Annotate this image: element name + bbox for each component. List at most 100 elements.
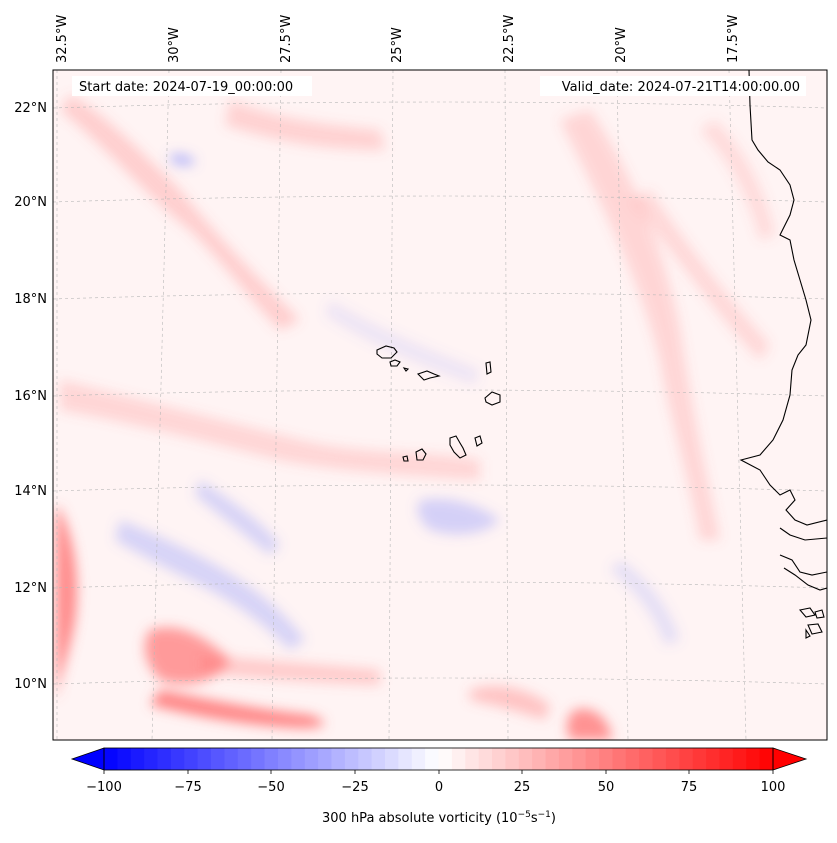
lon-label-25w: 25°W xyxy=(390,27,405,63)
colorbar-segment xyxy=(358,748,372,770)
colorbar-segment xyxy=(411,748,426,770)
parallel-12n xyxy=(53,581,827,589)
colorbar-segment xyxy=(224,748,239,770)
neg-left-band xyxy=(195,480,280,555)
negative-vorticity-features xyxy=(115,153,680,650)
lat-label-10n: 10°N xyxy=(14,677,47,692)
map-frame xyxy=(52,69,828,741)
start-date-label: Start date: 2024-07-19_00:00:00 xyxy=(79,80,293,95)
pos-south-band xyxy=(150,690,324,728)
lon-label-32-5w: 32.5°W xyxy=(55,15,70,63)
cb-tick-label-50: 50 xyxy=(598,780,615,795)
africa-coastline xyxy=(739,70,827,526)
lat-label-12n: 12°N xyxy=(14,581,47,596)
colorbar-segment xyxy=(304,748,319,770)
neg-southeast xyxy=(610,560,680,645)
lat-label-20n: 20°N xyxy=(14,195,47,210)
colorbar-segment xyxy=(558,748,573,770)
colorbar-segment xyxy=(599,748,613,770)
colorbar-segment xyxy=(291,748,306,770)
pos-south-band-2 xyxy=(200,655,380,685)
fogo xyxy=(415,448,427,461)
colorbar-segment xyxy=(585,748,600,770)
colorbar-segment xyxy=(384,748,399,770)
colorbar-segment xyxy=(117,748,132,770)
guinea-bissau-coast xyxy=(779,554,827,591)
cb-tick-label-0: 0 xyxy=(435,780,443,795)
bijagos-islands xyxy=(798,607,825,639)
santo-antao xyxy=(376,345,398,359)
colorbar-segment xyxy=(211,748,225,770)
lon-label-27-5w: 27.5°W xyxy=(279,15,294,63)
colorbar-segment xyxy=(706,748,720,770)
colorbar-segment xyxy=(451,748,466,770)
parallel-10n xyxy=(53,677,827,685)
neg-center-patch xyxy=(417,498,500,535)
colorbar-segment xyxy=(371,748,386,770)
pos-south-mid xyxy=(470,685,550,720)
map-panel: Start date: 2024-07-19_00:00:00 Valid_da… xyxy=(53,70,827,740)
neg-swath-southwest xyxy=(115,520,305,650)
colorbar-segment xyxy=(545,748,560,770)
valid-date-box xyxy=(540,76,806,96)
colorbar-segment xyxy=(438,748,453,770)
colorbar: −100 −75 −50 −25 0 25 50 75 100 300 hPa … xyxy=(70,747,808,826)
sao-nicolau xyxy=(416,370,441,381)
colorbar-segment xyxy=(264,748,279,770)
colorbar-segment xyxy=(465,748,480,770)
colorbar-segment xyxy=(639,748,653,770)
colorbar-segment xyxy=(344,748,359,770)
cb-tick-label-minus25: −25 xyxy=(341,780,368,795)
colorbar-segment xyxy=(719,748,734,770)
colorbar-ticks xyxy=(103,770,774,774)
colorbar-segment xyxy=(492,748,506,770)
colorbar-segment xyxy=(104,748,118,770)
colorbar-segment xyxy=(197,748,212,770)
colorbar-segment xyxy=(398,748,413,770)
colorbar-segment xyxy=(425,748,439,770)
colorbar-segment xyxy=(572,748,587,770)
latitude-labels: 22°N 20°N 18°N 16°N 14°N 12°N 10°N xyxy=(14,101,47,692)
colorbar-min-extension xyxy=(70,747,105,771)
meridian-25w xyxy=(388,70,394,740)
colorbar-segment xyxy=(277,748,292,770)
colorbar-segment xyxy=(625,748,640,770)
meridian-17-5w xyxy=(728,70,747,740)
colorbar-segment xyxy=(759,748,774,770)
pos-band-northwest xyxy=(60,95,300,330)
meridian-27-5w xyxy=(271,70,282,740)
colorbar-segment xyxy=(746,748,761,770)
meridian-22-5w xyxy=(504,70,509,740)
meridian-30w xyxy=(151,70,170,740)
colorbar-segment xyxy=(157,748,172,770)
lon-label-22-5w: 22.5°W xyxy=(502,15,517,63)
neg-north-speck xyxy=(170,153,196,166)
pos-north-east-patch xyxy=(700,120,775,240)
pos-west-edge-strong xyxy=(56,505,77,700)
colorbar-segment xyxy=(130,748,145,770)
pos-south-east-blob xyxy=(567,709,612,740)
colorbar-tick-labels: −100 −75 −50 −25 0 25 50 75 100 xyxy=(86,780,785,795)
start-date-box xyxy=(72,76,312,96)
pos-band-north xyxy=(225,100,385,150)
colorbar-max-extension xyxy=(772,747,808,771)
brava xyxy=(402,455,409,462)
colorbar-segment xyxy=(505,748,520,770)
lat-label-16n: 16°N xyxy=(14,389,47,404)
cb-tick-label-minus100: −100 xyxy=(86,780,122,795)
colorbar-segment xyxy=(732,748,747,770)
santa-luzia xyxy=(402,367,410,372)
cb-tick-label-25: 25 xyxy=(514,780,531,795)
coastlines xyxy=(376,70,827,639)
colorbar-frame xyxy=(103,747,774,771)
sao-vicente xyxy=(389,359,401,367)
lon-label-17-5w: 17.5°W xyxy=(726,15,741,63)
boa-vista xyxy=(484,391,501,406)
colorbar-segment xyxy=(170,748,185,770)
parallel-18n xyxy=(53,292,827,300)
colorbar-segment xyxy=(652,748,667,770)
cb-tick-label-minus50: −50 xyxy=(257,780,284,795)
meridian-20w xyxy=(616,70,629,740)
lat-label-22n: 22°N xyxy=(14,101,47,116)
santiago xyxy=(449,435,467,459)
